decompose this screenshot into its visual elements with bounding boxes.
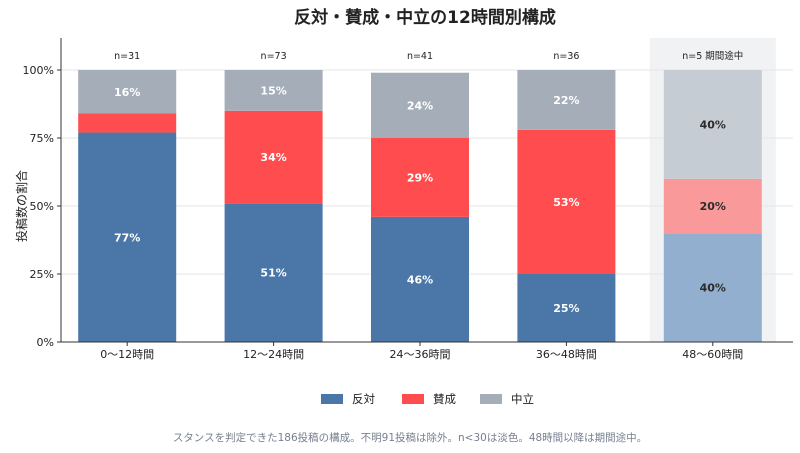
sample-size-label: n=36 [553, 51, 579, 62]
plot-area: 77% 16% n=31 0〜12時間 51% 34% 15% n=73 12〜24時間 46% 2… [23, 38, 793, 361]
y-axis-label: 投稿数の割合 [14, 170, 29, 242]
data-label: 29% [407, 171, 433, 184]
bar-segment [517, 274, 616, 342]
bar-segment [371, 216, 469, 342]
y-tick-label: 75% [30, 132, 54, 145]
data-label: 40% [700, 118, 726, 131]
data-label: 16% [114, 86, 140, 99]
bar-segment [663, 178, 762, 234]
data-label: 20% [700, 200, 726, 213]
legend-label: 中立 [511, 392, 534, 406]
legend-swatch [402, 394, 424, 404]
data-label: 25% [553, 302, 579, 315]
y-tick-label: 0% [37, 336, 54, 349]
legend-label: 賛成 [433, 392, 456, 406]
bar-segment [224, 203, 323, 342]
data-label: 51% [260, 267, 286, 280]
bar-segment [224, 70, 323, 111]
sample-size-label: n=73 [261, 51, 287, 62]
bar-segment [663, 70, 762, 179]
data-label: 24% [407, 99, 433, 112]
legend-label: 反対 [352, 392, 375, 406]
x-tick-label: 0〜12時間 [100, 348, 154, 361]
sample-size-label: n=5 期間途中 [682, 50, 743, 62]
sample-size-label: n=31 [114, 51, 140, 62]
data-label: 34% [260, 151, 286, 164]
bar-segment [663, 233, 762, 342]
bar-segment [78, 132, 177, 342]
data-label: 15% [260, 84, 286, 97]
x-tick-label: 36〜48時間 [536, 348, 597, 361]
data-label: 40% [700, 282, 726, 295]
data-label: 22% [553, 94, 579, 107]
x-tick-label: 48〜60時間 [682, 348, 743, 361]
data-label: 46% [407, 273, 433, 286]
y-tick-label: 25% [30, 268, 54, 281]
x-tick-label: 12〜24時間 [243, 348, 304, 361]
legend-swatch [480, 394, 502, 404]
bar-segment [78, 113, 177, 133]
chart-title: 反対・賛成・中立の12時間別構成 [294, 7, 556, 28]
bar-segment [517, 70, 616, 130]
y-tick-label: 100% [23, 64, 54, 77]
bar-segment [517, 129, 616, 274]
sample-size-label: n=41 [407, 51, 433, 62]
legend: 反対 賛成 中立 [321, 392, 534, 406]
bar-segment [224, 110, 323, 204]
legend-swatch [321, 394, 343, 404]
data-label: 53% [553, 196, 579, 209]
data-label: 77% [114, 231, 140, 244]
chart-caption: スタンスを判定できた186投稿の構成。不明91投稿は除外。n<30は淡色。48時… [173, 431, 647, 444]
bar-segment [78, 70, 177, 114]
y-tick-label: 50% [30, 200, 54, 213]
bar-segment [371, 138, 469, 217]
x-tick-label: 24〜36時間 [390, 348, 451, 361]
bar-segment [371, 72, 469, 138]
